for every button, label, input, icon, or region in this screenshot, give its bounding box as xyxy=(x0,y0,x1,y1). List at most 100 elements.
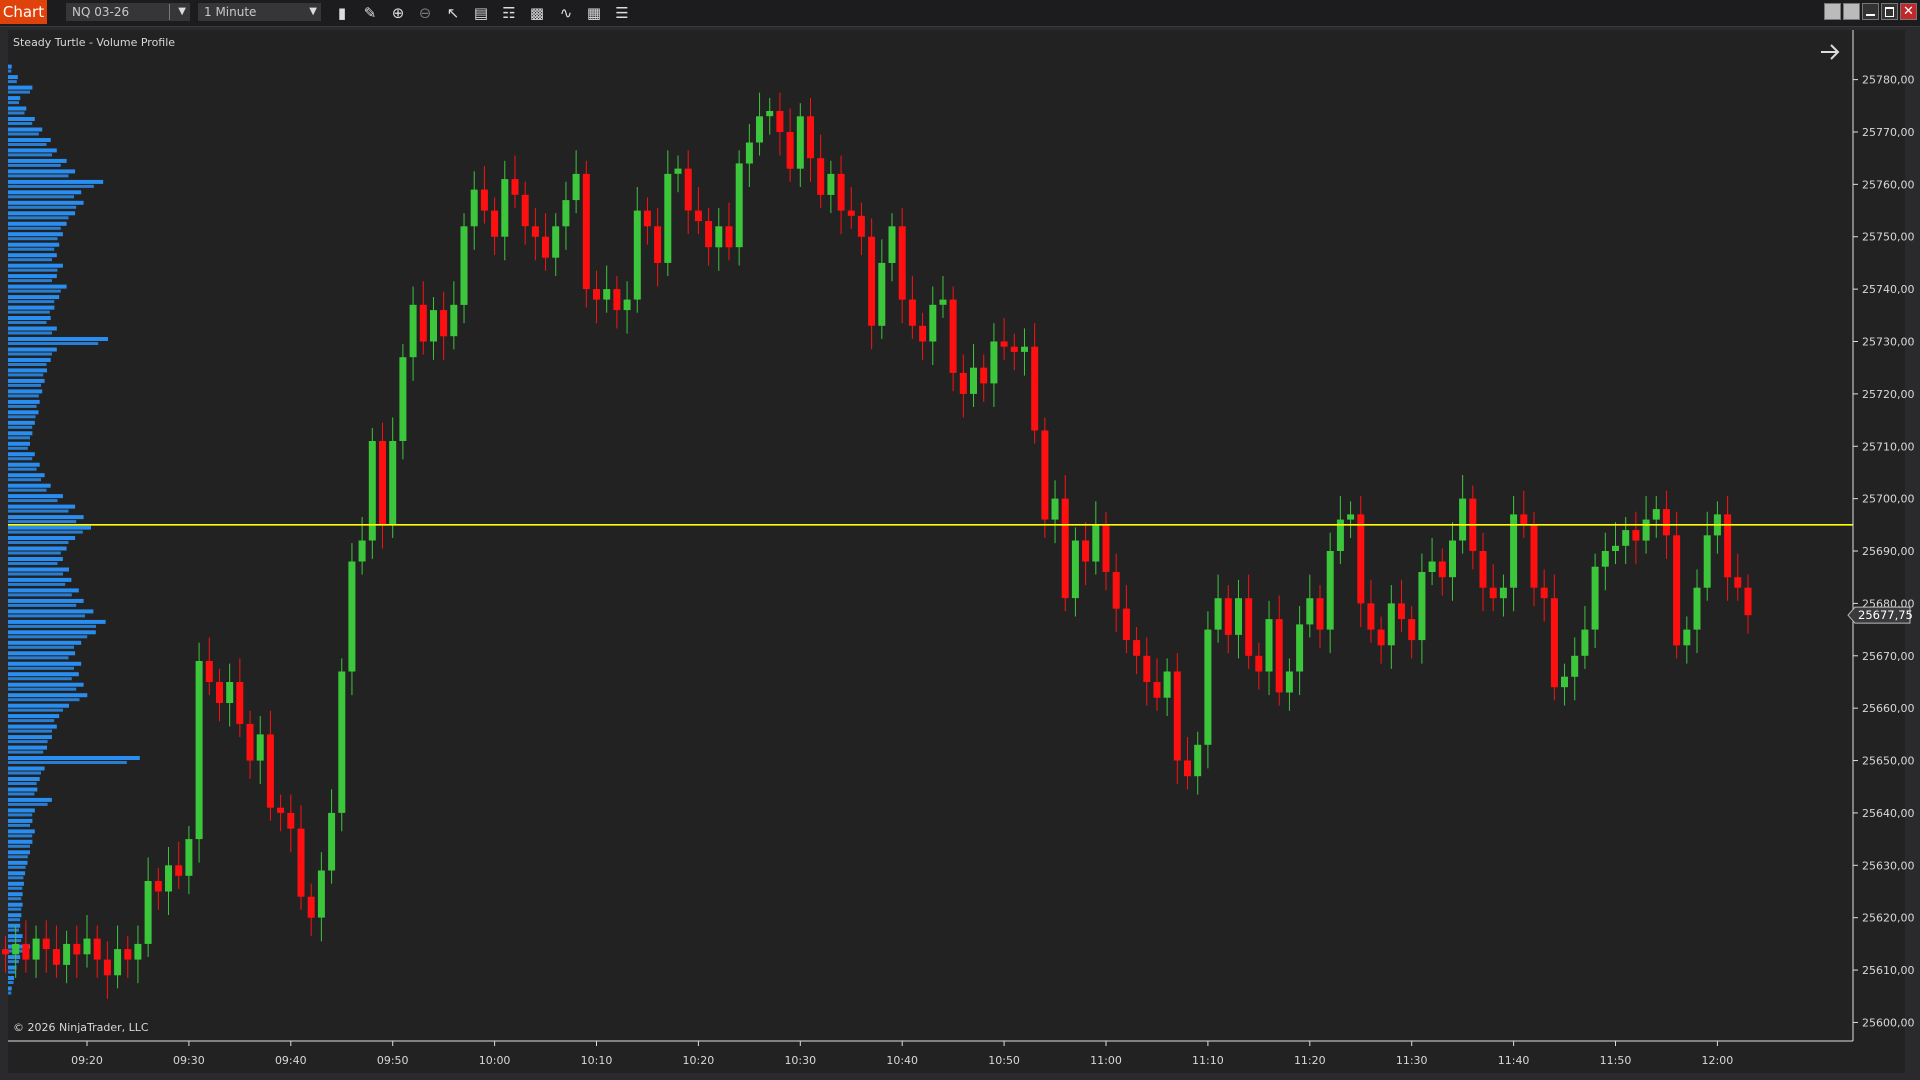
volume-profile-bar xyxy=(8,782,37,785)
candle-body xyxy=(623,299,631,311)
volume-profile-bar xyxy=(8,253,57,258)
candle xyxy=(613,276,621,329)
candle-body xyxy=(725,226,733,248)
candle xyxy=(1336,496,1344,565)
volume-profile-bar xyxy=(8,635,88,639)
time-tick-label: 12:00 xyxy=(1702,1054,1734,1067)
candle-body xyxy=(1357,514,1365,604)
price-axis[interactable]: 25780,00 25770,00 25760,00 25750,00 25740,00… xyxy=(1853,74,1915,1030)
candle-body xyxy=(22,943,30,960)
candle-body xyxy=(837,173,845,211)
chart-trader-icon[interactable]: ☶ xyxy=(502,4,516,22)
candle-body xyxy=(1184,760,1191,777)
candle xyxy=(287,794,295,853)
candle xyxy=(1275,595,1283,706)
chevron-down-icon[interactable]: ▼ xyxy=(309,6,317,17)
zoom-in-icon[interactable]: ⊕ xyxy=(391,4,405,22)
chevron-down-icon[interactable]: ▼ xyxy=(178,6,186,17)
candle xyxy=(1326,532,1334,654)
pointer-icon[interactable]: ↖ xyxy=(446,4,460,22)
volume-profile-bar xyxy=(8,373,44,377)
candle xyxy=(1061,475,1069,612)
volume-profile-bar xyxy=(8,792,35,796)
copyright-text: © 2026 NinjaTrader, LLC xyxy=(13,1021,149,1034)
volume-profile-bar xyxy=(8,839,33,844)
chart-tab[interactable]: Chart xyxy=(0,0,47,24)
candle xyxy=(1387,585,1395,669)
volume-profile-bar xyxy=(8,813,33,817)
volume-profile-bar xyxy=(8,567,69,572)
candle-body xyxy=(1550,598,1558,688)
maximize-button[interactable] xyxy=(1881,3,1898,20)
candle-body xyxy=(511,179,519,195)
volume-profile-bar xyxy=(8,897,22,901)
candle xyxy=(1122,585,1130,654)
candle xyxy=(1133,626,1141,675)
volume-profile-bar xyxy=(8,557,63,561)
zoom-out-icon[interactable]: ⊖ xyxy=(418,4,432,22)
tile-right-button[interactable] xyxy=(1843,3,1860,20)
candle xyxy=(1224,585,1232,654)
strategy-icon[interactable]: ∿ xyxy=(559,4,573,22)
drawing-pencil-icon[interactable]: ✎ xyxy=(363,4,377,22)
candle xyxy=(756,92,763,156)
minimize-button[interactable] xyxy=(1862,3,1879,20)
volume-profile-bar xyxy=(8,829,35,834)
candle-body xyxy=(409,304,417,358)
volume-profile-bar xyxy=(8,310,50,314)
candle-body xyxy=(501,179,509,237)
bar-type-icon[interactable]: ▮ xyxy=(337,4,347,22)
candle xyxy=(1010,333,1018,371)
price-tick-label: 25640,00 xyxy=(1862,807,1915,820)
candle xyxy=(674,155,682,193)
volume-profile-bar xyxy=(8,404,37,408)
data-box-icon[interactable]: ▤ xyxy=(473,4,489,22)
candle xyxy=(73,925,81,978)
volume-profile-bar xyxy=(8,562,58,565)
candle-body xyxy=(83,938,91,955)
volume-profile-bar xyxy=(8,478,41,482)
candle xyxy=(511,155,519,208)
indicators-icon[interactable]: ▦ xyxy=(586,4,602,22)
candle-body xyxy=(307,896,315,918)
time-axis[interactable]: 09:20 09:30 09:40 09:50 10:00 10:10 10:20 10:30… xyxy=(71,1041,1733,1067)
candle-body xyxy=(491,210,499,237)
candle xyxy=(266,710,274,821)
price-tick-label: 25740,00 xyxy=(1862,283,1915,296)
candle xyxy=(124,936,132,978)
arrow-right-icon[interactable] xyxy=(1821,44,1840,60)
properties-list-icon[interactable]: ☰ xyxy=(615,4,629,22)
volume-profile-bar xyxy=(8,436,30,440)
volume-profile xyxy=(8,64,140,995)
volume-profile-bar xyxy=(8,724,57,729)
volume-profile-bar xyxy=(8,127,43,132)
candle xyxy=(1173,653,1181,785)
candle xyxy=(694,186,702,235)
candle xyxy=(1031,323,1039,444)
instrument-selector[interactable]: NQ 03-26 ▼ xyxy=(66,3,190,21)
volume-profile-bar xyxy=(8,766,45,771)
candle xyxy=(817,134,825,208)
candle-body xyxy=(1449,540,1456,578)
close-button[interactable]: ✕ xyxy=(1900,3,1917,20)
tile-left-button[interactable] xyxy=(1824,3,1841,20)
candle-body xyxy=(470,189,478,227)
candle xyxy=(1071,527,1079,617)
candle xyxy=(134,925,142,984)
candle-body xyxy=(165,865,172,892)
candle-body xyxy=(908,299,916,326)
volume-profile-bar xyxy=(8,389,43,394)
candle-body xyxy=(287,812,295,829)
candle-body xyxy=(1520,514,1528,525)
volume-profile-icon[interactable]: ▩ xyxy=(529,4,545,22)
timeframe-selector[interactable]: 1 Minute ▼ xyxy=(198,3,321,21)
volume-profile-bar xyxy=(8,499,58,503)
candle-body xyxy=(868,236,876,326)
volume-profile-bar xyxy=(8,886,23,890)
candle-body xyxy=(857,215,865,237)
candle xyxy=(379,422,386,549)
candle-body xyxy=(1235,598,1242,635)
price-tick-label: 25720,00 xyxy=(1862,388,1915,401)
candle-body xyxy=(705,221,713,248)
